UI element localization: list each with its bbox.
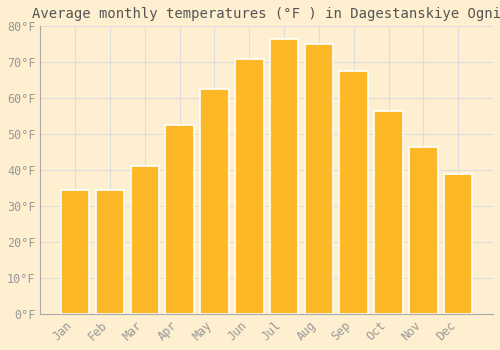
Bar <box>61 190 90 314</box>
Bar <box>340 71 368 314</box>
Bar <box>130 167 159 314</box>
Bar <box>200 89 228 314</box>
Bar <box>166 125 194 314</box>
Bar <box>409 147 438 314</box>
Bar <box>304 44 333 314</box>
Bar <box>270 39 298 314</box>
Bar <box>374 111 403 314</box>
Bar <box>96 190 124 314</box>
Bar <box>235 59 264 314</box>
Bar <box>444 174 472 314</box>
Title: Average monthly temperatures (°F ) in Dagestanskiye Ogni: Average monthly temperatures (°F ) in Da… <box>32 7 500 21</box>
